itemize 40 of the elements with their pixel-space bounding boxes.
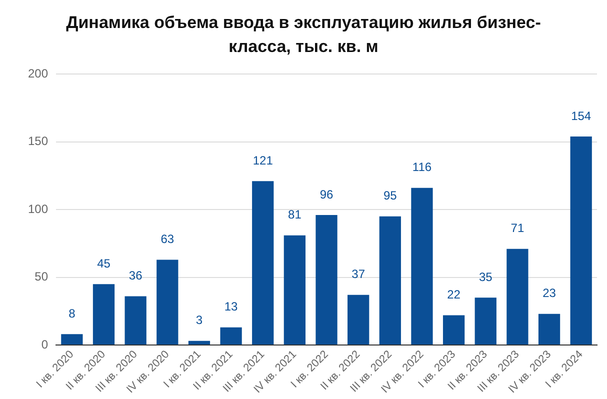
bar bbox=[61, 334, 83, 344]
data-label: 8 bbox=[68, 306, 76, 320]
data-label: 96 bbox=[320, 187, 334, 202]
bar bbox=[284, 235, 306, 344]
chart-title: Динамика объема ввода в эксплуатацию жилья бизнес-класса, тыс. кв. м bbox=[65, 12, 542, 58]
data-label: 154 bbox=[571, 108, 592, 123]
data-label: 13 bbox=[224, 300, 238, 314]
bar bbox=[188, 340, 210, 344]
bar bbox=[474, 298, 496, 344]
bar bbox=[570, 136, 592, 344]
bar bbox=[156, 260, 178, 344]
data-label: 23 bbox=[542, 286, 556, 300]
bar bbox=[348, 294, 370, 344]
data-label: 116 bbox=[412, 160, 432, 174]
y-tick-label: 200 bbox=[28, 66, 48, 81]
data-label: 36 bbox=[128, 268, 143, 283]
data-label: 3 bbox=[196, 313, 203, 328]
y-tick-label: 150 bbox=[28, 134, 48, 148]
bar bbox=[124, 296, 146, 344]
bar bbox=[220, 327, 242, 344]
y-tick-label: 50 bbox=[34, 270, 48, 284]
bar bbox=[411, 188, 433, 344]
data-label: 121 bbox=[252, 153, 274, 168]
data-label: 22 bbox=[447, 288, 461, 302]
data-label: 71 bbox=[510, 221, 524, 236]
data-label: 45 bbox=[97, 256, 111, 270]
data-label: 37 bbox=[352, 267, 366, 282]
bar bbox=[252, 181, 274, 344]
data-label: 95 bbox=[383, 188, 398, 203]
bar bbox=[379, 216, 401, 344]
bar bbox=[506, 248, 528, 344]
bar bbox=[316, 215, 338, 344]
data-label: 35 bbox=[478, 270, 493, 284]
y-tick-label: 0 bbox=[41, 337, 48, 352]
bar bbox=[538, 314, 560, 344]
bar bbox=[442, 315, 465, 344]
data-label: 63 bbox=[160, 232, 174, 246]
data-label: 81 bbox=[288, 208, 302, 222]
bar bbox=[92, 284, 115, 344]
y-tick-label: 100 bbox=[28, 202, 48, 216]
